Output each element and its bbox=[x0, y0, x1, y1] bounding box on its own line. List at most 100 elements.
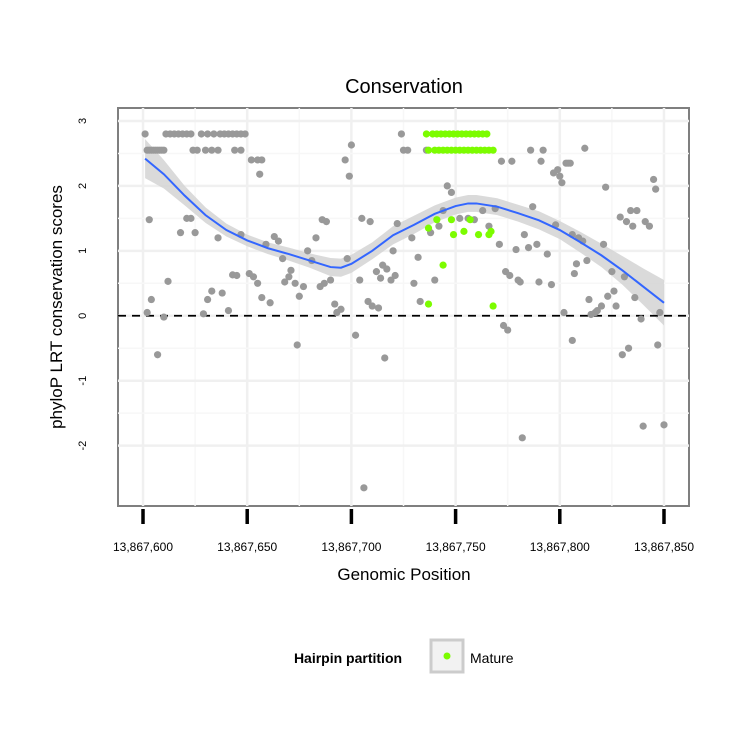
hairpin-point bbox=[281, 278, 289, 286]
mature-point bbox=[439, 261, 447, 269]
hairpin-point bbox=[408, 234, 416, 242]
hairpin-point bbox=[304, 247, 312, 255]
hairpin-point bbox=[499, 321, 508, 330]
hairpin-point bbox=[193, 146, 201, 154]
y-tick-label: 1 bbox=[77, 248, 89, 254]
hairpin-point bbox=[266, 299, 274, 307]
hairpin-point bbox=[143, 308, 151, 317]
hairpin-point bbox=[560, 308, 568, 317]
hairpin-point bbox=[416, 297, 424, 306]
hairpin-point bbox=[204, 295, 212, 304]
hairpin-point bbox=[639, 422, 647, 430]
hairpin-point bbox=[372, 268, 381, 276]
mature-point bbox=[474, 231, 483, 239]
hairpin-point bbox=[660, 421, 668, 429]
hairpin-point bbox=[356, 276, 364, 284]
hairpin-point bbox=[572, 260, 581, 268]
x-axis-title: Genomic Position bbox=[337, 565, 470, 584]
hairpin-point bbox=[201, 146, 210, 154]
hairpin-point bbox=[431, 276, 439, 284]
hairpin-point bbox=[404, 146, 412, 154]
hairpin-point bbox=[249, 273, 258, 281]
hairpin-point bbox=[381, 354, 389, 362]
hairpin-point bbox=[214, 146, 222, 154]
hairpin-point bbox=[145, 216, 153, 224]
hairpin-point bbox=[287, 266, 295, 274]
hairpin-point bbox=[210, 130, 218, 138]
x-tick-label: 13,867,650 bbox=[217, 540, 277, 554]
hairpin-point bbox=[208, 287, 216, 295]
hairpin-point bbox=[495, 240, 503, 248]
mature-point bbox=[433, 216, 441, 224]
legend-key-mature-dot bbox=[443, 652, 451, 660]
hairpin-point bbox=[368, 302, 376, 310]
hairpin-point bbox=[627, 206, 635, 215]
hairpin-point bbox=[656, 308, 664, 317]
hairpin-point bbox=[506, 271, 514, 280]
x-tick-label: 13,867,800 bbox=[530, 540, 590, 554]
y-tick-label: -1 bbox=[77, 376, 89, 386]
hairpin-point bbox=[645, 222, 654, 230]
hairpin-point bbox=[393, 219, 401, 228]
hairpin-point bbox=[608, 268, 616, 276]
hairpin-point bbox=[258, 293, 266, 302]
hairpin-point bbox=[593, 306, 601, 315]
hairpin-point bbox=[199, 310, 208, 318]
hairpin-point bbox=[581, 144, 589, 152]
hairpin-point bbox=[641, 218, 649, 226]
hairpin-point bbox=[518, 434, 526, 442]
hairpin-point bbox=[331, 300, 339, 308]
x-tick-label: 13,867,850 bbox=[634, 540, 694, 554]
mature-point bbox=[424, 224, 433, 232]
hairpin-point bbox=[447, 188, 456, 197]
hairpin-point bbox=[293, 341, 301, 349]
hairpin-point bbox=[279, 255, 287, 263]
hairpin-point bbox=[224, 306, 233, 315]
mature-point bbox=[447, 216, 456, 224]
hairpin-point bbox=[629, 222, 637, 230]
hairpin-point bbox=[508, 157, 516, 165]
hairpin-point bbox=[520, 231, 528, 239]
hairpin-point bbox=[204, 130, 212, 138]
legend: Hairpin partition Mature bbox=[294, 638, 514, 674]
hairpin-point bbox=[654, 341, 662, 349]
hairpin-point bbox=[364, 297, 372, 306]
hairpin-point bbox=[247, 156, 255, 164]
mature-point bbox=[460, 227, 468, 235]
hairpin-point bbox=[254, 279, 262, 287]
hairpin-point bbox=[620, 273, 628, 281]
hairpin-point bbox=[616, 213, 624, 221]
hairpin-point bbox=[547, 281, 556, 289]
hairpin-point bbox=[337, 305, 345, 313]
hairpin-point bbox=[374, 304, 383, 312]
hairpin-point bbox=[291, 279, 299, 287]
mature-point bbox=[489, 146, 497, 154]
chart-title: Conservation bbox=[345, 76, 463, 98]
hairpin-point bbox=[147, 295, 155, 304]
y-tick-label: 2 bbox=[77, 183, 89, 189]
hairpin-point bbox=[633, 206, 641, 215]
hairpin-point bbox=[535, 278, 543, 286]
mature-point bbox=[489, 302, 497, 310]
hairpin-point bbox=[504, 326, 512, 334]
hairpin-point bbox=[622, 218, 631, 226]
hairpin-point bbox=[258, 156, 266, 164]
hairpin-point bbox=[389, 247, 397, 255]
hairpin-point bbox=[256, 170, 264, 178]
hairpin-point bbox=[391, 271, 399, 280]
hairpin-point bbox=[612, 302, 620, 310]
hairpin-point bbox=[516, 278, 524, 286]
hairpin-point bbox=[241, 130, 249, 138]
hairpin-point bbox=[295, 292, 303, 300]
hairpin-point bbox=[597, 302, 606, 310]
hairpin-point bbox=[570, 269, 578, 278]
legend-title: Hairpin partition bbox=[294, 650, 402, 666]
hairpin-point bbox=[214, 234, 222, 242]
hairpin-point bbox=[512, 245, 520, 254]
loess-smooth-line bbox=[144, 157, 665, 304]
hairpin-point bbox=[360, 484, 368, 492]
hairpin-point bbox=[527, 146, 535, 154]
hairpin-point bbox=[233, 271, 241, 280]
hairpin-point bbox=[358, 214, 366, 222]
